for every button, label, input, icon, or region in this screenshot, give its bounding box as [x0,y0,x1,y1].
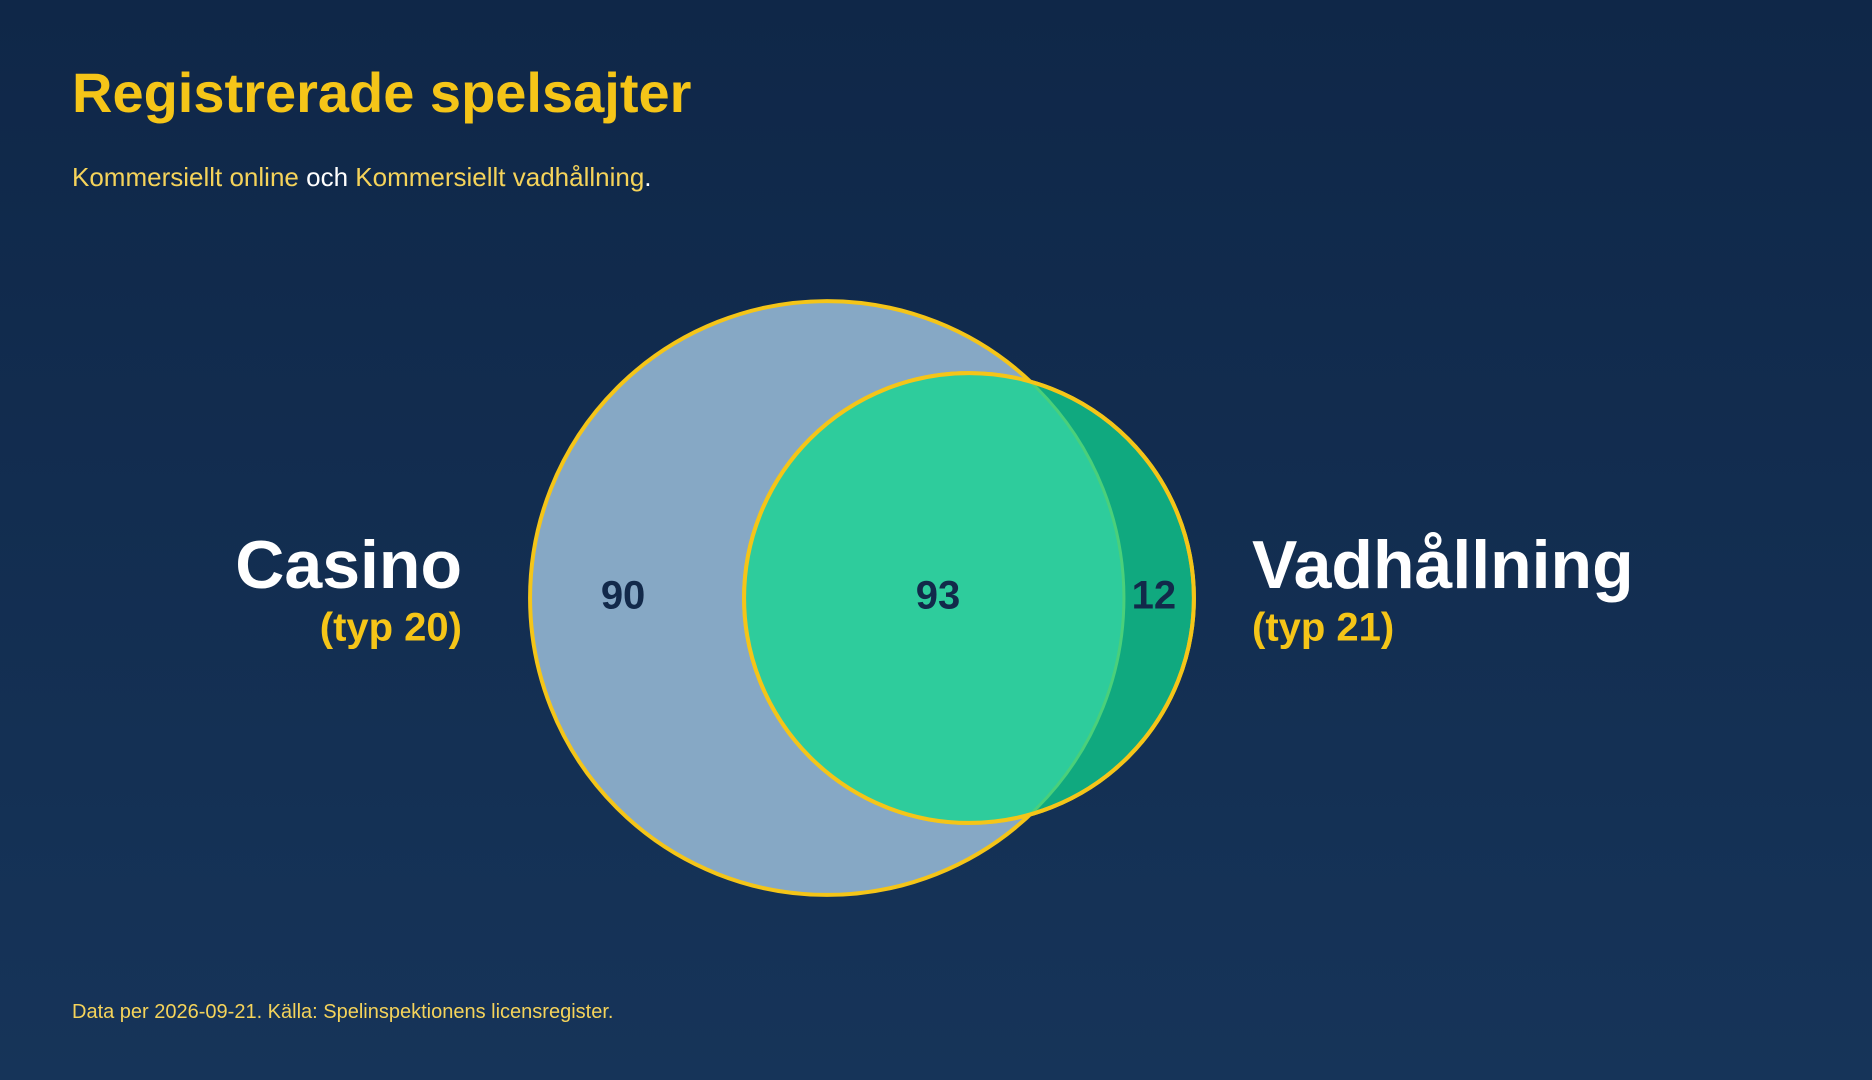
set-sublabel: (typ 21) [1252,606,1394,650]
set-sublabel: (typ 20) [320,606,462,650]
set-outline [742,371,1196,825]
region-label: 93 [916,574,961,618]
overlap-region [744,373,1126,823]
set-name: Casino [235,527,462,603]
footnote: Data per 2026-09-21. Källa: Spelinspekti… [72,1001,614,1023]
region-label: 90 [601,574,646,618]
subtitle-part: . [644,162,652,192]
subtitle-part: Kommersiellt vadhållning [355,162,645,192]
region-label: 12 [1132,574,1177,618]
subtitle-part: Kommersiellt online [72,162,299,192]
subtitle-part: och [306,162,349,192]
chart-subtitle: Kommersiellt online och Kommersiellt vad… [72,162,652,193]
set-name: Vadhållning [1252,527,1634,603]
chart-title: Registrerade spelsajter [72,61,692,124]
